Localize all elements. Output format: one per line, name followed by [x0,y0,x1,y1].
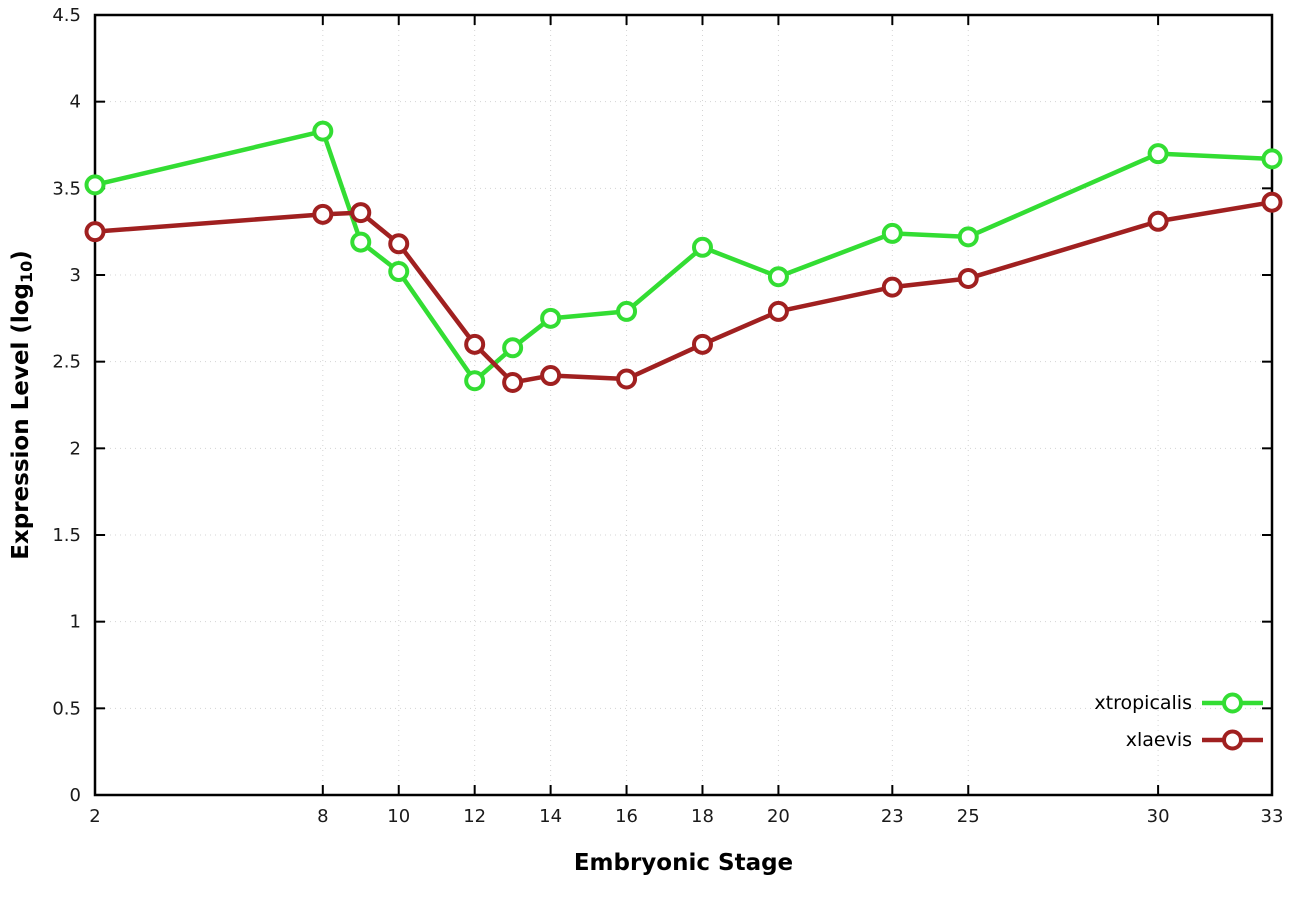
y-tick-label: 0.5 [52,698,81,719]
series-xtropicalis [84,120,1283,392]
data-point-xtropicalis [1261,148,1283,170]
data-point-xtropicalis [691,236,713,258]
y-tick-label: 3 [70,265,81,286]
y-axis-label: Expression Level (log10) [8,250,36,560]
x-tick-label: 23 [881,806,904,827]
y-tick-label: 0 [70,785,81,806]
data-point-xtropicalis [1147,143,1169,165]
data-point-xtropicalis [767,266,789,288]
legend-label-xtropicalis: xtropicalis [1094,692,1192,714]
data-point-xtropicalis [616,300,638,322]
y-tick-label: 2.5 [52,352,81,373]
x-tick-label: 8 [317,806,328,827]
data-point-xlaevis [1147,210,1169,232]
legend-marker-xtropicalis [1222,692,1243,714]
y-tick-label: 1 [70,612,81,633]
x-axis-label: Embryonic Stage [574,850,793,876]
legend-marker-xlaevis [1222,729,1243,751]
data-point-xtropicalis [388,261,410,283]
x-tick-label: 16 [615,806,638,827]
data-point-xlaevis [881,276,903,298]
y-tick-label: 3.5 [52,178,81,199]
x-tick-label: 10 [387,806,410,827]
y-tick-label: 1.5 [52,525,81,546]
x-tick-label: 20 [767,806,790,827]
plot-border [93,13,1274,797]
data-point-xlaevis [388,233,410,255]
data-point-xlaevis [84,221,106,243]
data-point-xlaevis [540,365,562,387]
data-point-xlaevis [616,368,638,390]
x-tick-label: 25 [957,806,980,827]
y-tick-label: 4.5 [52,5,81,26]
data-point-xtropicalis [312,120,334,142]
axis-ticks [94,14,1273,796]
x-tick-label: 30 [1147,806,1170,827]
series-xlaevis [84,191,1283,393]
data-point-xlaevis [312,203,334,225]
data-point-xtropicalis [350,231,372,253]
data-point-xlaevis [767,300,789,322]
y-tick-label: 4 [70,92,81,113]
x-tick-label: 14 [539,806,562,827]
data-point-xlaevis [350,202,372,224]
data-point-xlaevis [957,267,979,289]
data-point-xtropicalis [84,174,106,196]
data-point-xtropicalis [957,226,979,248]
x-tick-label: 12 [463,806,486,827]
data-point-xlaevis [502,371,524,393]
data-point-xtropicalis [502,337,524,359]
x-tick-label: 18 [691,806,714,827]
legend-label-xlaevis: xlaevis [1126,729,1192,751]
data-point-xtropicalis [881,222,903,244]
data-point-xtropicalis [464,370,486,392]
legend: xtropicalis xlaevis [1094,692,1263,751]
x-tick-label: 2 [89,806,100,827]
data-point-xlaevis [1261,191,1283,213]
y-tick-label: 2 [70,438,81,459]
data-point-xlaevis [691,333,713,355]
data-point-xtropicalis [540,307,562,329]
data-point-xlaevis [464,333,486,355]
x-tick-label: 33 [1261,806,1284,827]
